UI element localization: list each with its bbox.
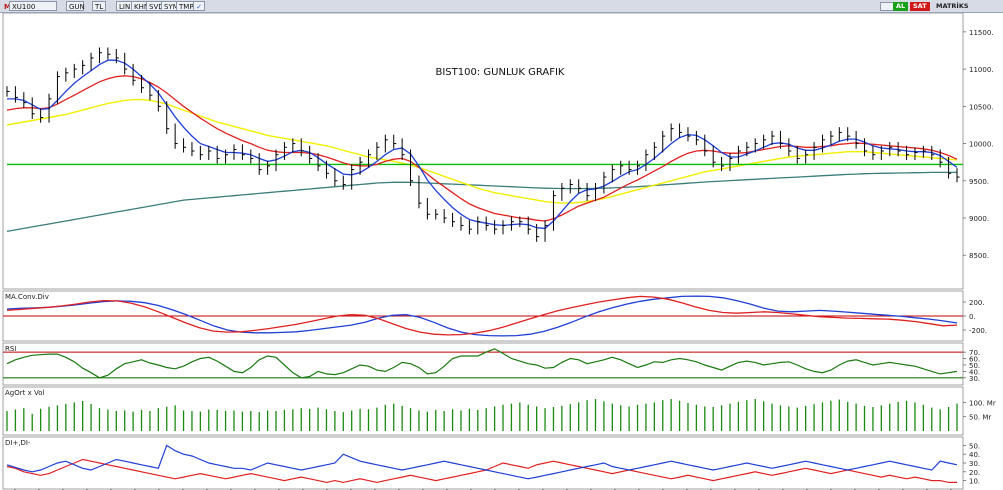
ma-long-line [6, 171, 957, 233]
di-plus-line [6, 444, 958, 480]
period-selector[interactable]: GUN [66, 1, 85, 11]
y-tick-label: 40. [969, 451, 980, 459]
y-tick-label: 11000. [969, 66, 994, 74]
rsi-title: RSI [5, 345, 16, 353]
panel-frame [2, 436, 964, 490]
y-tick-label: 9500. [969, 178, 989, 186]
y-tick-label: 0. [969, 313, 976, 321]
ma-fast-line [7, 59, 958, 230]
volume-title: AgOrt x Vol [5, 389, 44, 397]
y-tick-label: 10. [969, 478, 980, 486]
chart-area: 11500. 11000. 10500. 10000. 9500. 9000. 8500. B… [2, 13, 996, 490]
di-minus-line [6, 458, 957, 484]
y-tick-label: 20. [969, 469, 980, 477]
y-tick-label: 9000. [969, 215, 989, 223]
y-tick-label: 10000. [969, 141, 994, 149]
panel-frame [2, 386, 964, 436]
y-tick-label: 50. [969, 362, 980, 370]
di-title: DI+,DI- [5, 439, 31, 447]
macd-signal-line [6, 295, 958, 336]
y-tick-label: 30. [969, 460, 980, 468]
currency-selector[interactable]: TL [92, 1, 106, 11]
y-tick-label: 8500. [969, 252, 989, 260]
macd-title: MA.Conv.Div [5, 293, 49, 301]
y-tick-label: 30. [969, 375, 980, 383]
symbol-field[interactable]: XU100 [9, 1, 57, 11]
y-tick-label: 10500. [969, 103, 994, 111]
y-tick-label: -200. [969, 327, 987, 335]
panel-frame [2, 13, 964, 290]
sat-button[interactable]: SAT [910, 2, 930, 11]
ma-mid-line [6, 75, 958, 222]
rsi-line [6, 348, 958, 379]
y-tick-label: 100. Mr [969, 399, 996, 407]
macd-line [6, 295, 958, 337]
y-tick-label: 11500. [969, 29, 994, 37]
toolbar: M XU100 GUN TL LIN KHN SVD SYM TMP ✓ AL … [0, 0, 1003, 13]
app-logo: M [4, 3, 11, 11]
y-tick-label: 50. [969, 442, 980, 450]
y-tick-label: 70. [969, 349, 980, 357]
matriks-label: MATRİKS [936, 2, 969, 10]
y-tick-label: 40. [969, 368, 980, 376]
checkbox-icon[interactable]: ✓ [193, 1, 205, 11]
al-button[interactable]: AL [893, 2, 909, 11]
y-tick-label: 50. Mr [969, 414, 991, 422]
chart-title: BIST100: GUNLUK GRAFIK [436, 67, 565, 78]
panel-frame [2, 342, 964, 386]
y-tick-label: 60. [969, 356, 980, 364]
y-tick-label: 200. [969, 299, 985, 307]
